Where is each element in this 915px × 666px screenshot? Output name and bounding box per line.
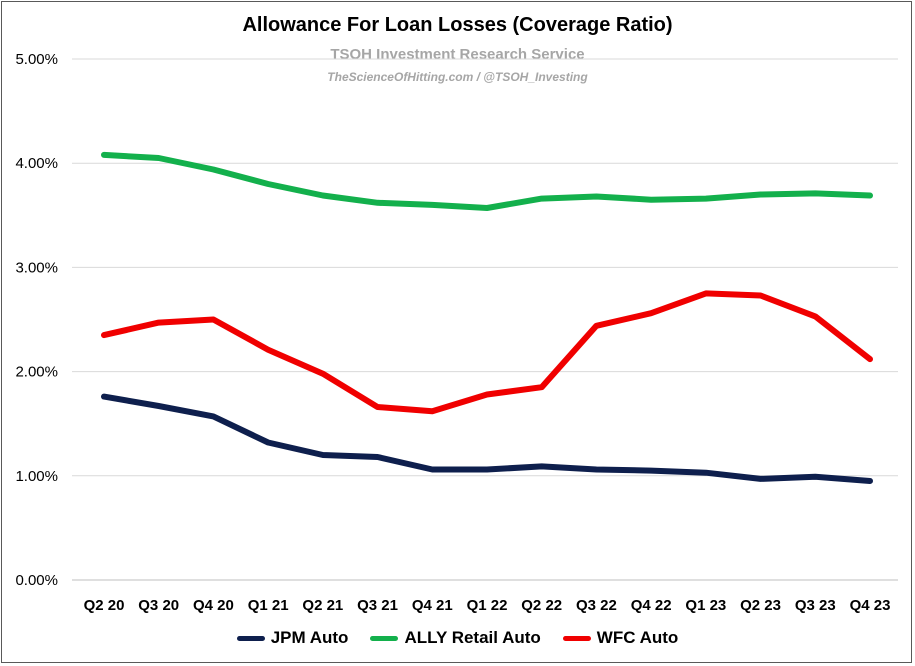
x-tick-label: Q4 22 xyxy=(631,597,672,614)
x-tick-label: Q2 23 xyxy=(740,597,781,614)
chart-title: Allowance For Loan Losses (Coverage Rati… xyxy=(242,14,673,36)
x-tick-label: Q1 21 xyxy=(248,597,289,614)
x-axis-ticks: Q2 20 Q3 20 Q4 20 Q1 21 Q2 21 Q3 21 Q4 21 Q1 22… xyxy=(84,597,891,614)
gridlines xyxy=(72,58,898,581)
x-tick-label: Q2 21 xyxy=(302,597,343,614)
legend-label: JPM Auto xyxy=(270,628,349,647)
legend: JPM Auto ALLY Retail Auto WFC Auto xyxy=(0,628,915,648)
x-tick-label: Q4 20 xyxy=(193,597,234,614)
series-line xyxy=(101,151,873,211)
x-tick-label: Q3 23 xyxy=(795,597,836,614)
x-tick-label: Q3 22 xyxy=(576,597,617,614)
y-tick-label: 0.00% xyxy=(15,572,58,589)
legend-item: WFC Auto xyxy=(562,628,679,648)
y-tick-label: 4.00% xyxy=(15,155,58,172)
legend-item: JPM Auto xyxy=(236,628,349,648)
y-tick-label: 1.00% xyxy=(15,468,58,485)
legend-label: WFC Auto xyxy=(596,628,679,647)
x-tick-label: Q2 22 xyxy=(521,597,562,614)
x-tick-label: Q2 20 xyxy=(84,597,125,614)
legend-swatch xyxy=(370,635,399,641)
series-line xyxy=(101,393,873,484)
x-tick-label: Q4 23 xyxy=(850,597,891,614)
x-tick-label: Q1 22 xyxy=(467,597,508,614)
legend-swatch xyxy=(562,635,591,641)
chart-source: TheScienceOfHitting.com / @TSOH_Investin… xyxy=(327,70,588,84)
series-line xyxy=(101,290,873,415)
x-tick-label: Q4 21 xyxy=(412,597,453,614)
y-tick-label: 2.00% xyxy=(15,364,58,381)
series-lines xyxy=(101,151,873,484)
x-tick-label: Q3 20 xyxy=(138,597,179,614)
y-axis-ticks: 0.00% 1.00% 2.00% 3.00% 4.00% 5.00% xyxy=(15,51,58,589)
y-tick-label: 5.00% xyxy=(15,51,58,68)
legend-label: ALLY Retail Auto xyxy=(404,628,541,647)
legend-item: ALLY Retail Auto xyxy=(370,628,541,648)
x-tick-label: Q3 21 xyxy=(357,597,398,614)
y-tick-label: 3.00% xyxy=(15,259,58,276)
legend-swatch xyxy=(236,635,265,641)
x-tick-label: Q1 23 xyxy=(685,597,726,614)
